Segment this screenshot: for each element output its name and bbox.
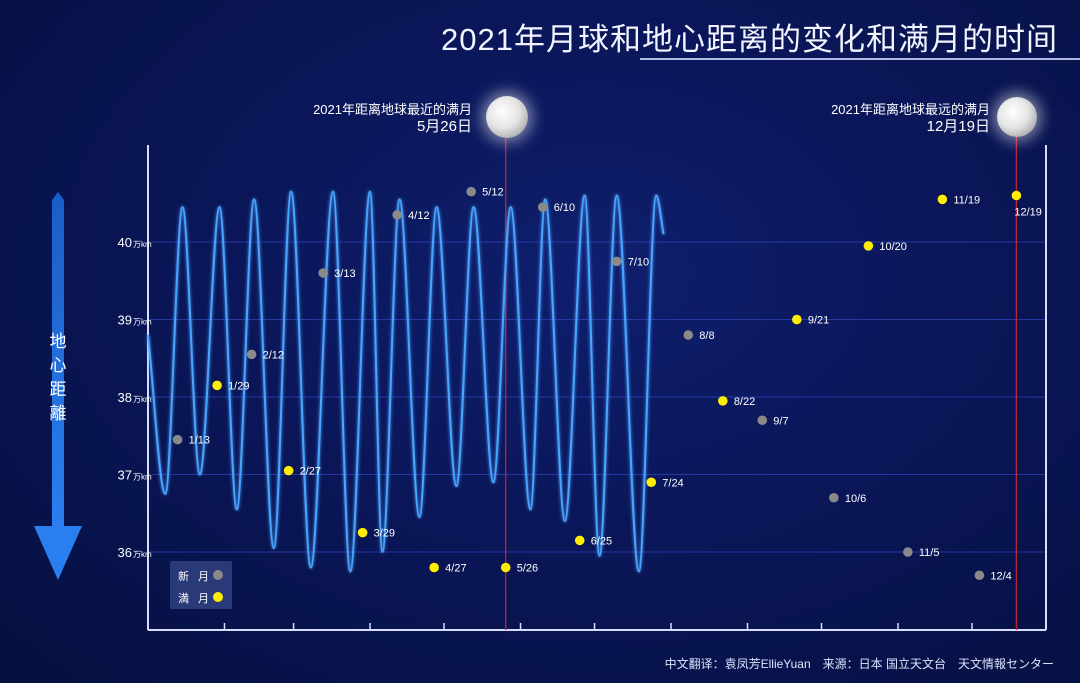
full-moon-point-2-27 [283, 465, 294, 476]
full-moon-label-5-26: 5/26 [517, 563, 538, 575]
full-moon-label-12-19: 12/19 [1014, 207, 1042, 219]
moon-image-farthest [997, 97, 1037, 137]
grid-lines [148, 241, 1046, 553]
new-moon-point-12-4 [974, 570, 985, 581]
full-moon-point-1-29 [212, 380, 222, 391]
legend-full-moon-dot [213, 592, 223, 602]
full-moon-point-7-24 [646, 477, 657, 488]
chart-title: 2021年月球和地心距离的变化和满月的时间 [441, 22, 1058, 57]
new-moon-point-4-12 [392, 210, 402, 220]
new-moon-point-5-12 [466, 186, 476, 197]
new-moon-label-8-8: 8/8 [699, 330, 714, 342]
y-axis-arrow [34, 192, 82, 580]
new-moon-point-6-10 [537, 202, 548, 212]
y-tick-unit-39: 万km [133, 318, 152, 327]
full-moon-label-9-21: 9/21 [808, 315, 829, 327]
full-moon-label-1-29: 1/29 [228, 380, 249, 392]
full-moon-point-6-25 [574, 535, 585, 546]
new-moon-point-9-7 [757, 415, 768, 426]
full-moon-label-11-19: 11/19 [953, 194, 980, 206]
plot-frame [147, 145, 1047, 631]
new-moon-point-11-5 [903, 547, 913, 557]
y-tick-label-36: 36 [118, 545, 132, 560]
x-ticks [223, 623, 973, 630]
nearest-annotation: 2021年距离地球最近的满月 5月26日 [286, 101, 472, 135]
farthest-label: 2021年距离地球最远的满月 [831, 102, 990, 117]
new-moon-label-10-6: 10/6 [845, 493, 866, 505]
full-moon-label-7-24: 7/24 [662, 477, 683, 489]
new-moon-label-7-10: 7/10 [628, 256, 649, 268]
full-moon-label-4-27: 4/27 [445, 563, 466, 575]
y-axis-label: 地心距離 [49, 332, 67, 423]
full-moon-point-12-19 [1011, 190, 1022, 201]
new-moon-label-11-5: 11/5 [919, 547, 940, 559]
full-moon-point-5-26 [500, 562, 511, 573]
new-moon-label-1-13: 1/13 [189, 435, 210, 447]
y-tick-unit-40: 万km [133, 240, 152, 249]
y-tick-unit-38: 万km [133, 395, 152, 404]
new-moon-point-7-10 [611, 256, 622, 267]
new-moon-label-4-12: 4/12 [408, 210, 429, 222]
full-moon-label-10-20: 10/20 [879, 241, 907, 253]
new-moon-label-5-12: 5/12 [482, 187, 503, 199]
full-moon-label-6-25: 6/25 [591, 535, 612, 547]
new-moon-point-1-13 [172, 434, 183, 445]
y-tick-label-40: 40 [118, 235, 132, 250]
full-moon-point-11-19 [937, 194, 948, 205]
moon-points: 1/13 2/12 3/13 4/12 5/12 6/10 7/10 8/8 9/7 10/6 11… [172, 186, 1042, 582]
new-moon-point-2-12 [246, 349, 257, 360]
full-moon-label-3-29: 3/29 [374, 528, 395, 540]
title-underline [640, 58, 1080, 60]
full-moon-label-2-27: 2/27 [300, 466, 321, 478]
new-moon-point-3-13 [318, 268, 328, 278]
full-moon-point-3-29 [357, 527, 368, 538]
y-tick-label-39: 39 [118, 313, 132, 328]
full-moon-label-8-22: 8/22 [734, 396, 755, 408]
legend-full-moon-label: 満 月 [178, 593, 213, 605]
farthest-annotation: 2021年距离地球最远的满月 12月19日 [800, 101, 990, 135]
new-moon-point-8-8 [683, 330, 694, 340]
farthest-date: 12月19日 [926, 118, 990, 135]
full-moon-point-9-21 [792, 314, 802, 325]
y-tick-label-37: 37 [118, 468, 132, 483]
new-moon-label-2-12: 2/12 [263, 349, 284, 361]
y-tick-label-38: 38 [118, 390, 132, 405]
legend: 新 月 満 月 [170, 561, 232, 609]
legend-new-moon-label: 新 月 [178, 571, 213, 583]
new-moon-label-12-4: 12/4 [990, 570, 1011, 582]
y-tick-unit-37: 万km [133, 473, 152, 482]
source-credit: 中文翻译：袁凤芳EllieYuan 来源：日本 国立天文台 天文情報センター [664, 657, 1054, 671]
y-tick-unit-36: 万km [133, 550, 152, 559]
legend-new-moon-dot [213, 570, 223, 580]
moon-image-nearest [486, 96, 528, 138]
new-moon-label-6-10: 6/10 [554, 202, 575, 214]
vertical-markers [505, 137, 1018, 630]
nearest-date: 5月26日 [416, 118, 472, 135]
distance-curve [147, 190, 665, 573]
nearest-label: 2021年距离地球最近的满月 [313, 102, 472, 117]
full-moon-point-4-27 [429, 562, 439, 573]
new-moon-label-9-7: 9/7 [773, 415, 788, 427]
full-moon-point-8-22 [718, 396, 728, 406]
full-moon-point-10-20 [863, 241, 874, 251]
new-moon-point-10-6 [829, 492, 839, 503]
new-moon-label-3-13: 3/13 [334, 268, 355, 280]
